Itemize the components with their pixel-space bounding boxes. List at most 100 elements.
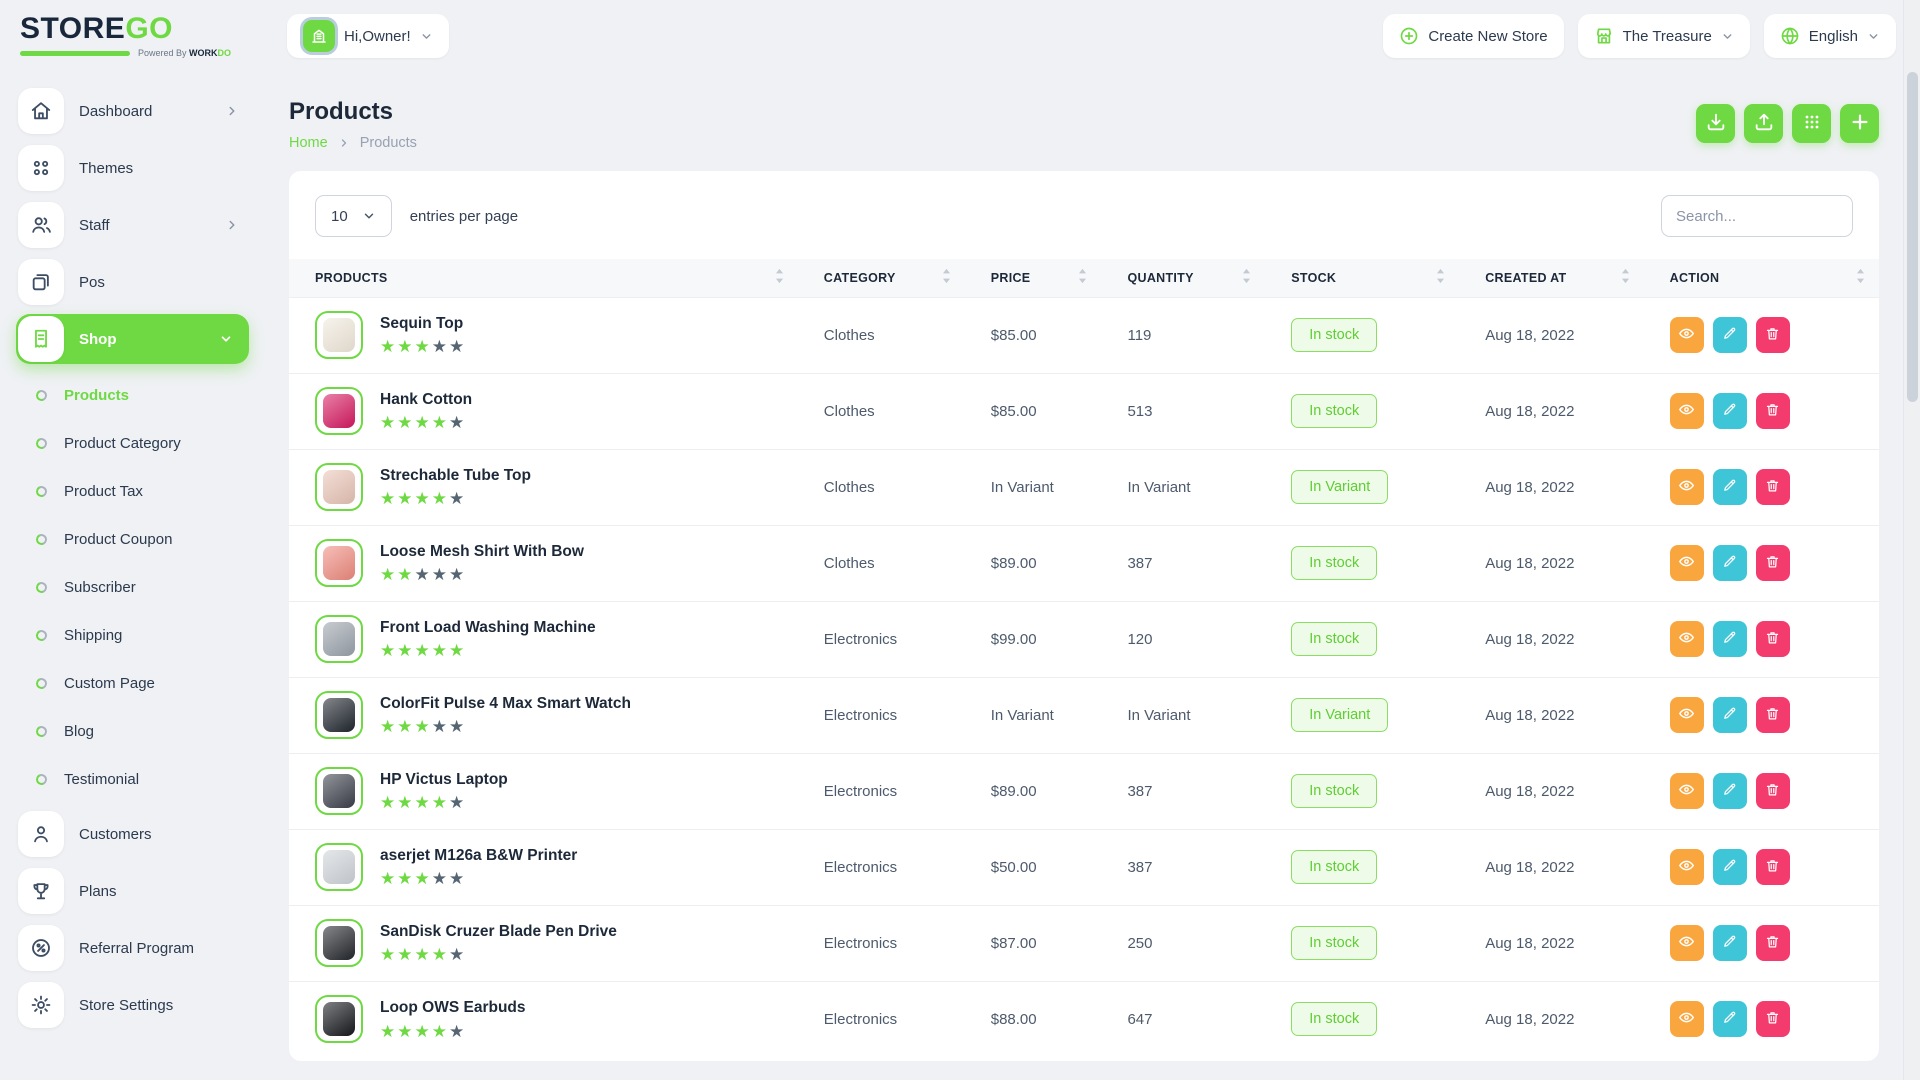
storego-logo[interactable]: STOREGO Powered By WORKDO (20, 14, 265, 58)
column-header-action[interactable]: Action (1643, 259, 1879, 297)
column-header-quantity[interactable]: Quantity (1101, 259, 1266, 297)
page-scrollbar[interactable] (1903, 0, 1920, 1080)
language-select-button[interactable]: English (1763, 14, 1896, 58)
product-thumbnail[interactable] (315, 463, 363, 511)
sort-icon (1856, 268, 1865, 287)
product-price: $89.00 (964, 524, 1102, 601)
sidebar-subitem-products[interactable]: Products (16, 371, 249, 419)
delete-button[interactable] (1755, 317, 1790, 353)
import-button[interactable] (1696, 104, 1735, 143)
product-image (323, 394, 355, 428)
column-header-products[interactable]: Products (289, 259, 798, 297)
product-thumbnail[interactable] (315, 919, 363, 967)
view-button[interactable] (1669, 925, 1704, 961)
add-product-button[interactable] (1840, 104, 1879, 143)
view-button[interactable] (1669, 317, 1704, 353)
view-button[interactable] (1669, 1001, 1704, 1038)
view-button[interactable] (1669, 849, 1704, 885)
product-thumbnail[interactable] (315, 311, 363, 359)
product-thumbnail[interactable] (315, 539, 363, 587)
product-thumbnail[interactable] (315, 767, 363, 815)
product-thumbnail[interactable] (315, 843, 363, 891)
delete-button[interactable] (1755, 697, 1790, 733)
sidebar-subitem-product-category[interactable]: Product Category (16, 419, 249, 467)
delete-button[interactable] (1755, 773, 1790, 809)
sidebar-subitem-shipping[interactable]: Shipping (16, 611, 249, 659)
breadcrumb-home-link[interactable]: Home (289, 135, 328, 151)
column-header-category[interactable]: Category (797, 259, 965, 297)
product-category: Electronics (797, 980, 965, 1057)
sidebar-item-themes[interactable]: Themes (16, 143, 249, 193)
sidebar-item-label: Referral Program (79, 939, 195, 957)
column-header-stock[interactable]: Stock (1265, 259, 1460, 297)
product-price: $85.00 (964, 296, 1102, 373)
user-icon (18, 811, 64, 857)
sidebar-item-dashboard[interactable]: Dashboard (16, 86, 249, 136)
edit-button[interactable] (1712, 849, 1747, 885)
sort-icon (775, 268, 784, 287)
sidebar-item-pos[interactable]: Pos (16, 257, 249, 307)
product-thumbnail[interactable] (315, 387, 363, 435)
sidebar-item-label: Staff (79, 216, 110, 234)
sidebar-subitem-product-coupon[interactable]: Product Coupon (16, 515, 249, 563)
sidebar-subitem-testimonial[interactable]: Testimonial (16, 755, 249, 803)
view-button[interactable] (1669, 773, 1704, 809)
entries-per-page-select[interactable]: 10 (315, 195, 392, 237)
delete-button[interactable] (1755, 849, 1790, 885)
column-header-created-at[interactable]: Created At (1459, 259, 1644, 297)
column-label: Stock (1291, 270, 1337, 285)
rating-stars: ★★★★★ (380, 641, 467, 661)
scrollbar-thumb[interactable] (1907, 72, 1918, 402)
delete-button[interactable] (1755, 393, 1790, 429)
product-thumbnail[interactable] (315, 995, 363, 1044)
rating-stars: ★★★★★ (380, 565, 467, 585)
view-button[interactable] (1669, 393, 1704, 429)
product-thumbnail[interactable] (315, 615, 363, 663)
sidebar-item-referral-program[interactable]: Referral Program (16, 923, 249, 973)
edit-button[interactable] (1712, 469, 1747, 505)
grid-view-button[interactable] (1792, 104, 1831, 143)
sidebar-subitem-product-tax[interactable]: Product Tax (16, 467, 249, 515)
create-new-store-button[interactable]: Create New Store (1383, 14, 1564, 58)
user-menu-button[interactable]: Hi,Owner! (287, 14, 449, 58)
sidebar-subitem-subscriber[interactable]: Subscriber (16, 563, 249, 611)
search-input[interactable] (1661, 195, 1853, 237)
delete-button[interactable] (1755, 925, 1790, 961)
sidebar-item-customers[interactable]: Customers (16, 809, 249, 859)
view-button[interactable] (1669, 621, 1704, 657)
sidebar-item-store-settings[interactable]: Store Settings (16, 980, 249, 1030)
sidebar-subitem-blog[interactable]: Blog (16, 707, 249, 755)
delete-button[interactable] (1755, 469, 1790, 505)
edit-button[interactable] (1712, 925, 1747, 961)
view-button[interactable] (1669, 545, 1704, 581)
sidebar-subitem-custom-page[interactable]: Custom Page (16, 659, 249, 707)
edit-button[interactable] (1712, 697, 1747, 733)
edit-button[interactable] (1712, 773, 1747, 809)
sidebar-item-plans[interactable]: Plans (16, 866, 249, 916)
edit-button[interactable] (1712, 317, 1747, 353)
pos-icon (18, 259, 64, 305)
table-row: aserjet M126a B&W Printer ★★★★★ Electronic… (289, 828, 1879, 905)
product-price: In Variant (964, 448, 1102, 525)
edit-button[interactable] (1712, 393, 1747, 429)
trash-icon (1765, 934, 1780, 952)
store-select-button[interactable]: The Treasure (1577, 14, 1750, 58)
view-button[interactable] (1669, 469, 1704, 505)
eye-icon (1678, 1009, 1695, 1029)
delete-button[interactable] (1755, 1001, 1790, 1038)
edit-button[interactable] (1712, 621, 1747, 657)
view-button[interactable] (1669, 697, 1704, 733)
product-image (323, 470, 355, 504)
edit-button[interactable] (1712, 1001, 1747, 1038)
column-header-price[interactable]: Price (964, 259, 1102, 297)
delete-button[interactable] (1755, 545, 1790, 581)
edit-button[interactable] (1712, 545, 1747, 581)
sidebar-item-staff[interactable]: Staff (16, 200, 249, 250)
product-thumbnail[interactable] (315, 691, 363, 739)
delete-button[interactable] (1755, 621, 1790, 657)
page-toolbar (1696, 104, 1879, 143)
export-button[interactable] (1744, 104, 1783, 143)
sidebar-item-shop[interactable]: Shop (16, 314, 249, 364)
product-image (323, 622, 355, 656)
table-row: HP Victus Laptop ★★★★★ Electronics $89.00 38… (289, 752, 1879, 829)
